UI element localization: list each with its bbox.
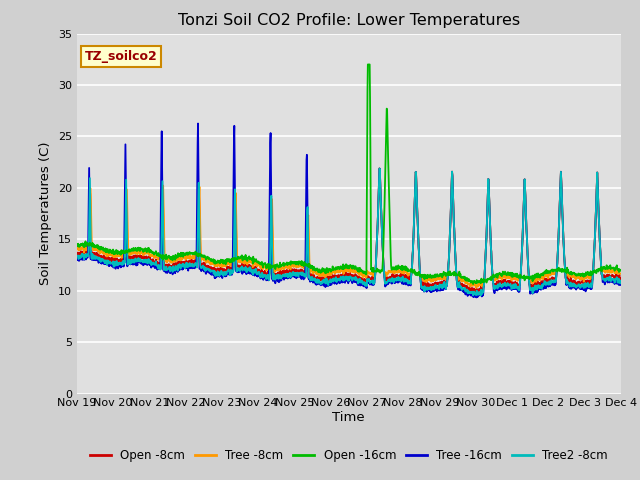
Y-axis label: Soil Temperatures (C): Soil Temperatures (C) — [39, 142, 52, 285]
Title: Tonzi Soil CO2 Profile: Lower Temperatures: Tonzi Soil CO2 Profile: Lower Temperatur… — [178, 13, 520, 28]
Legend: Open -8cm, Tree -8cm, Open -16cm, Tree -16cm, Tree2 -8cm: Open -8cm, Tree -8cm, Open -16cm, Tree -… — [85, 444, 612, 467]
X-axis label: Time: Time — [333, 411, 365, 424]
Text: TZ_soilco2: TZ_soilco2 — [85, 50, 157, 63]
